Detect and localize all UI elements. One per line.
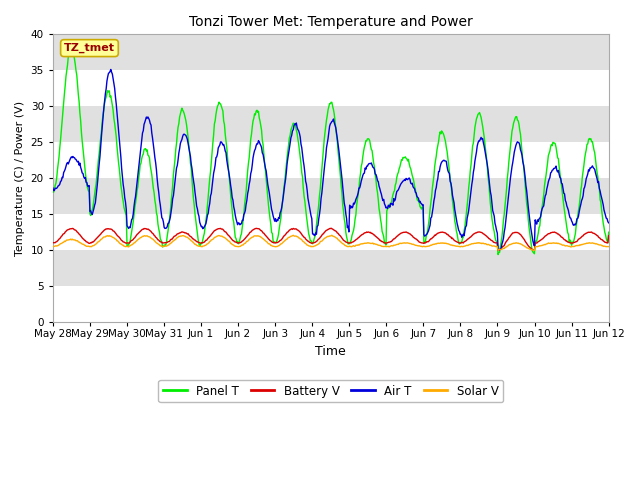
Bar: [53, 286, 609, 322]
Battery V: [399, 229, 407, 235]
Air T: [173, 163, 181, 168]
Battery V: [173, 232, 180, 238]
Battery V: [605, 233, 612, 239]
Panel T: [117, 182, 125, 188]
Panel T: [399, 155, 407, 160]
Solar V: [173, 235, 180, 241]
Battery V: [415, 239, 423, 245]
Title: Tonzi Tower Met: Temperature and Power: Tonzi Tower Met: Temperature and Power: [189, 15, 472, 29]
Panel T: [49, 189, 57, 195]
Bar: [53, 142, 609, 178]
Battery V: [49, 240, 57, 246]
Solar V: [59, 240, 67, 245]
Bar: [53, 35, 609, 70]
Panel T: [605, 229, 612, 235]
Battery V: [202, 238, 210, 243]
Air T: [49, 185, 57, 191]
Panel T: [494, 252, 502, 257]
Air T: [59, 175, 67, 180]
Solar V: [415, 243, 423, 249]
Bar: [53, 70, 609, 106]
Air T: [415, 199, 423, 205]
Solar V: [605, 244, 612, 250]
Solar V: [531, 248, 538, 253]
Bar: [53, 214, 609, 250]
Solar V: [399, 240, 407, 246]
Panel T: [415, 200, 423, 205]
Air T: [203, 217, 211, 223]
Solar V: [49, 244, 57, 250]
Solar V: [202, 242, 210, 248]
Panel T: [68, 47, 76, 52]
Battery V: [495, 248, 502, 253]
Air T: [117, 154, 125, 160]
Solar V: [116, 241, 124, 247]
Battery V: [327, 225, 335, 231]
Legend: Panel T, Battery V, Air T, Solar V: Panel T, Battery V, Air T, Solar V: [158, 380, 503, 402]
Line: Battery V: Battery V: [53, 228, 609, 251]
Battery V: [59, 231, 67, 237]
Text: TZ_tmet: TZ_tmet: [64, 43, 115, 53]
Bar: [53, 178, 609, 214]
Air T: [399, 178, 407, 184]
Panel T: [203, 212, 211, 217]
Battery V: [116, 235, 124, 241]
Air T: [495, 248, 502, 253]
Bar: [53, 250, 609, 286]
Panel T: [173, 132, 181, 137]
Bar: [53, 106, 609, 142]
Air T: [107, 67, 115, 72]
Y-axis label: Temperature (C) / Power (V): Temperature (C) / Power (V): [15, 101, 25, 256]
X-axis label: Time: Time: [316, 345, 346, 358]
Solar V: [328, 232, 336, 238]
Panel T: [59, 110, 67, 116]
Line: Panel T: Panel T: [53, 49, 609, 254]
Line: Air T: Air T: [53, 70, 609, 251]
Line: Solar V: Solar V: [53, 235, 609, 251]
Air T: [605, 220, 612, 226]
